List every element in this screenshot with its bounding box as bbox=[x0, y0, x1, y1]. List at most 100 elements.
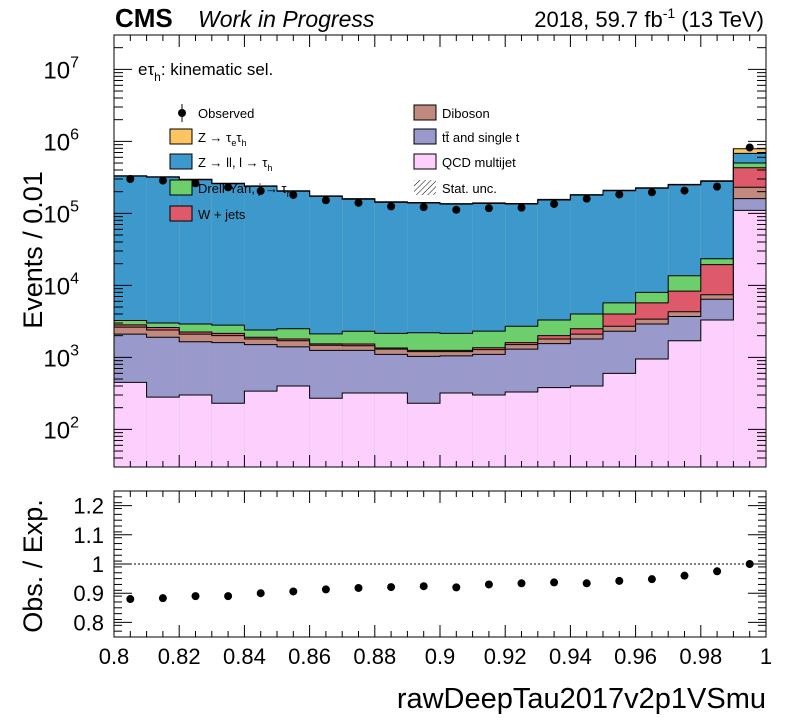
bar-qcd bbox=[472, 395, 506, 467]
observed-point bbox=[224, 183, 233, 192]
legend-label: Stat. unc. bbox=[442, 181, 497, 196]
ratio-points bbox=[114, 560, 766, 604]
main-y-axis-label: Events / 0.01 bbox=[18, 171, 48, 329]
legend-label: Z → ll, l → τh bbox=[198, 155, 272, 173]
legend-label: tt̄ and single t bbox=[442, 130, 520, 145]
legend-swatch bbox=[413, 128, 437, 145]
bar-qcd bbox=[309, 398, 343, 467]
legend-hatch bbox=[414, 180, 436, 195]
observed-point bbox=[517, 203, 526, 212]
legend-text: W + jets bbox=[198, 207, 246, 222]
cms-label: CMS bbox=[115, 3, 173, 33]
observed-point bbox=[582, 194, 591, 203]
outline-qcd bbox=[114, 209, 766, 404]
legend-label: QCD multijet bbox=[442, 155, 516, 170]
ratio-y-tick-label: 1.2 bbox=[73, 494, 104, 519]
bar-qcd bbox=[570, 386, 603, 467]
category-sub: h bbox=[154, 70, 161, 84]
ratio-y-tick-label: 0.8 bbox=[73, 610, 104, 635]
category-tail: : kinematic sel. bbox=[161, 60, 273, 79]
legend-item-wjets: W + jets bbox=[169, 205, 246, 222]
legend-item-diboson: Diboson bbox=[413, 104, 490, 121]
y-tick-base: 10 bbox=[43, 273, 70, 300]
x-tick-label: 0.94 bbox=[549, 644, 592, 669]
observed-point bbox=[321, 196, 330, 205]
y-tick-exponent: 3 bbox=[70, 342, 79, 359]
ratio-point bbox=[256, 589, 265, 598]
legend-text: Drell-Yan, j → τ bbox=[198, 181, 288, 196]
legend-text: Stat. unc. bbox=[442, 181, 497, 196]
y-tick-base: 10 bbox=[43, 57, 70, 84]
legend-item-ttbar: tt̄ and single t bbox=[413, 128, 520, 145]
legend-label: Drell-Yan, j → τh bbox=[198, 181, 292, 199]
bar-qcd bbox=[374, 392, 408, 467]
ratio-point bbox=[387, 583, 396, 592]
observed-point bbox=[615, 190, 624, 199]
legend-text: Observed bbox=[198, 106, 254, 121]
legend-swatch bbox=[413, 153, 437, 170]
legend-marker bbox=[178, 109, 186, 117]
observed-point bbox=[680, 186, 689, 195]
legend-swatch bbox=[413, 104, 437, 121]
observed-point bbox=[191, 179, 200, 188]
observed-data-points bbox=[126, 143, 754, 214]
y-tick-label: 102 bbox=[43, 414, 79, 444]
legend-subscript: h bbox=[241, 138, 246, 148]
ratio-point bbox=[484, 580, 493, 589]
bar-qcd bbox=[440, 392, 473, 467]
y-tick-base: 10 bbox=[43, 417, 70, 444]
ratio-point bbox=[452, 583, 461, 592]
ratio-point bbox=[419, 582, 428, 591]
luminosity-label: 2018, 59.7 fb-1 (13 TeV) bbox=[534, 5, 764, 32]
legend-swatch bbox=[169, 205, 193, 222]
legend-swatch bbox=[169, 179, 193, 196]
ratio-point bbox=[158, 594, 167, 603]
observed-point bbox=[126, 175, 135, 183]
legend-swatch bbox=[169, 128, 193, 145]
legend-label: W + jets bbox=[198, 207, 246, 222]
y-tick-base: 10 bbox=[43, 345, 70, 372]
legend-text: Z → ll, l → τ bbox=[198, 155, 268, 170]
luminosity-main: 2018, 59.7 fb bbox=[534, 7, 662, 32]
bar-qcd bbox=[668, 340, 701, 467]
x-tick-label: 1 bbox=[760, 644, 772, 669]
bar-qcd bbox=[700, 320, 734, 467]
legend-item-z_ll: Z → ll, l → τh bbox=[169, 153, 272, 173]
legend-text: Z → τ bbox=[198, 130, 232, 145]
bar-qcd bbox=[277, 386, 310, 467]
observed-point bbox=[452, 205, 461, 214]
legend-item-observed: Observed bbox=[178, 104, 254, 122]
ratio-point bbox=[517, 579, 526, 588]
observed-point bbox=[354, 198, 363, 207]
ratio-point bbox=[354, 583, 363, 592]
bar-qcd bbox=[635, 358, 669, 467]
x-tick-label: 0.84 bbox=[223, 644, 266, 669]
observed-point bbox=[713, 182, 722, 191]
x-tick-label: 0.92 bbox=[484, 644, 527, 669]
x-tick-label: 0.96 bbox=[614, 644, 657, 669]
x-axis-label: rawDeepTau2017v2p1VSmu bbox=[397, 683, 766, 715]
ratio-point bbox=[680, 571, 689, 580]
x-tick-label: 0.8 bbox=[99, 644, 130, 669]
observed-point bbox=[647, 188, 656, 197]
bar-qcd bbox=[211, 403, 245, 467]
observed-point bbox=[256, 186, 265, 195]
bar-qcd bbox=[244, 391, 277, 467]
ratio-point bbox=[224, 592, 233, 601]
y-tick-label: 107 bbox=[43, 54, 79, 84]
ratio-panel: 0.8 0.9 1 1.1 1.2 0.8 0.82 0.84 0.86 0.88 0.9 0.92 0… bbox=[73, 490, 772, 669]
legend-text: tt̄ and single t bbox=[442, 130, 520, 145]
y-tick-label: 105 bbox=[43, 198, 79, 228]
stacked-histogram bbox=[114, 148, 766, 468]
stack-qcd bbox=[114, 209, 766, 468]
ratio-point bbox=[126, 595, 135, 604]
ratio-point bbox=[191, 592, 200, 601]
legend-label: Z → τeτh bbox=[198, 130, 246, 148]
y-tick-label: 106 bbox=[43, 126, 79, 156]
y-tick-label: 104 bbox=[43, 270, 79, 300]
luminosity-exponent: -1 bbox=[663, 5, 676, 21]
luminosity-energy: (13 TeV) bbox=[675, 7, 764, 32]
